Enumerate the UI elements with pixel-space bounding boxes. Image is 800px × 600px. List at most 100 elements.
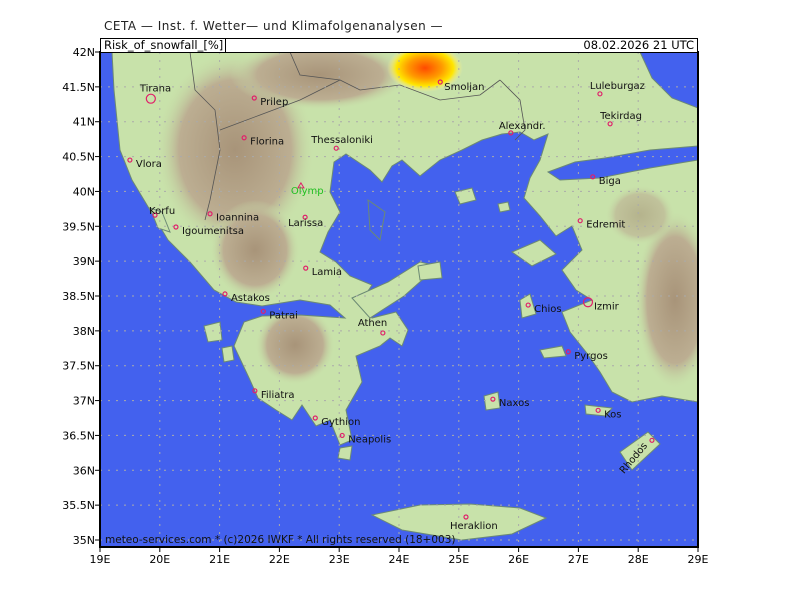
city-marker-icon	[145, 93, 156, 104]
place-neapolis: Neapolis	[339, 432, 391, 445]
copyright-footer: meteo-services.com * (c)2026 IWKF * All …	[105, 534, 456, 546]
place-label: Chios	[534, 304, 561, 315]
lon-tick-label: 19E	[90, 553, 111, 566]
lat-tick-label: 38N	[73, 325, 95, 338]
city-marker-icon	[595, 407, 601, 413]
lon-tick-label: 23E	[329, 553, 350, 566]
place-label: Luleburgaz	[590, 81, 645, 92]
place-tirana: Tirana	[139, 84, 171, 104]
place-pyrgos: Pyrgos	[565, 349, 608, 362]
place-label: Pyrgos	[574, 351, 608, 362]
place-gythion: Gythion	[312, 415, 360, 428]
lon-tick-label: 20E	[149, 553, 170, 566]
city-marker-icon	[525, 302, 531, 308]
chart-title: CETA — Inst. f. Wetter— und Klimafolgena…	[104, 19, 444, 33]
header-bar: Risk_of_snowfall_[%] 08.02.2026 21 UTC	[100, 38, 698, 53]
city-marker-icon	[333, 145, 339, 151]
lon-tick-label: 25E	[448, 553, 469, 566]
city-marker-icon	[152, 212, 158, 218]
place-label: Vlora	[136, 159, 162, 170]
lat-tick-label: 36N	[73, 464, 95, 477]
place-label: Tirana	[139, 84, 171, 95]
lat-tick-label: 37N	[73, 395, 95, 408]
place-label: Izmir	[594, 301, 620, 312]
lon-tick-label: 27E	[568, 553, 589, 566]
place-vlora: Vlora	[127, 157, 162, 170]
lat-tick-label: 37.5N	[62, 360, 95, 373]
lon-tick-label: 26E	[508, 553, 529, 566]
place-markers: Tirana Prilep Florina Thessaloniki Vlora Olym…	[127, 79, 655, 532]
place-naxos: Naxos	[490, 396, 530, 409]
place-label: Florina	[250, 137, 284, 148]
peak-triangle-icon	[297, 181, 305, 189]
place-label: Naxos	[499, 398, 530, 409]
city-marker-icon	[607, 121, 613, 127]
place-label: Lamia	[312, 267, 342, 278]
place-patrai: Patrai	[260, 308, 298, 321]
place-olymp: Olymp	[291, 181, 324, 197]
lon-tick-label: 22E	[269, 553, 290, 566]
place-heraklion: Heraklion	[450, 514, 498, 532]
city-marker-icon	[508, 130, 514, 136]
city-marker-icon	[303, 265, 309, 271]
place-label: Thessaloniki	[310, 135, 373, 146]
lat-tick-label: 41N	[73, 116, 95, 129]
lat-tick-label: 35N	[73, 534, 95, 547]
place-label: Athen	[358, 318, 387, 329]
place-luleburgaz: Luleburgaz	[590, 81, 645, 97]
lat-tick-label: 39.5N	[62, 220, 95, 233]
place-label: Smoljan	[444, 82, 484, 93]
city-marker-icon	[173, 224, 179, 230]
place-larissa: Larissa	[288, 214, 323, 229]
place-thessaloniki: Thessaloniki	[310, 135, 373, 151]
lat-tick-label: 38.5N	[62, 290, 95, 303]
lon-tick-label: 28E	[628, 553, 649, 566]
place-label: Igoumenitsa	[182, 226, 244, 237]
borders	[189, 52, 526, 221]
islands	[149, 187, 661, 541]
place-athen: Athen	[358, 318, 387, 336]
lat-tick-label: 39N	[73, 255, 95, 268]
place-edremit: Edremit	[577, 218, 625, 231]
city-marker-icon	[577, 218, 583, 224]
place-florina: Florina	[241, 135, 284, 148]
place-tekirdag: Tekirdag	[599, 111, 642, 127]
city-marker-icon	[597, 91, 603, 97]
valid-time: 08.02.2026 21 UTC	[583, 38, 694, 52]
place-label: Astakos	[231, 293, 270, 304]
map-area	[100, 52, 698, 547]
place-label: Prilep	[260, 97, 288, 108]
lat-tick-label: 42N	[73, 46, 95, 59]
parameter-label: Risk_of_snowfall_[%]	[104, 39, 227, 52]
place-label: Edremit	[586, 220, 625, 231]
city-marker-icon	[127, 157, 133, 163]
place-kos: Kos	[595, 407, 622, 420]
place-lamia: Lamia	[303, 265, 342, 278]
place-izmir: Izmir	[582, 297, 620, 312]
place-alexandr: Alexandr.	[499, 121, 546, 136]
city-marker-icon	[649, 437, 655, 443]
city-marker-icon	[565, 349, 571, 355]
place-label: Biga	[599, 176, 621, 187]
place-filiatra: Filiatra	[252, 388, 295, 401]
place-label: Kos	[604, 409, 621, 420]
city-marker-icon	[437, 79, 443, 85]
lat-tick-label: 40N	[73, 185, 95, 198]
city-marker-icon	[463, 514, 469, 520]
city-marker-icon	[302, 214, 308, 220]
lon-tick-label: 29E	[688, 553, 709, 566]
place-label: Filiatra	[261, 390, 295, 401]
place-label: Alexandr.	[499, 121, 546, 132]
place-label: Korfu	[149, 206, 175, 217]
lat-tick-label: 41.5N	[62, 81, 95, 94]
lon-tick-label: 21E	[209, 553, 230, 566]
city-marker-icon	[490, 396, 496, 402]
place-ioannina: Ioannina	[207, 211, 259, 224]
place-label: Gythion	[321, 417, 360, 428]
city-marker-icon	[241, 135, 247, 141]
place-label: Olymp	[291, 186, 324, 197]
place-igoumenitsa: Igoumenitsa	[173, 224, 244, 237]
city-marker-icon	[582, 297, 594, 308]
place-label: Ioannina	[216, 213, 259, 224]
place-label: Patrai	[269, 310, 298, 321]
